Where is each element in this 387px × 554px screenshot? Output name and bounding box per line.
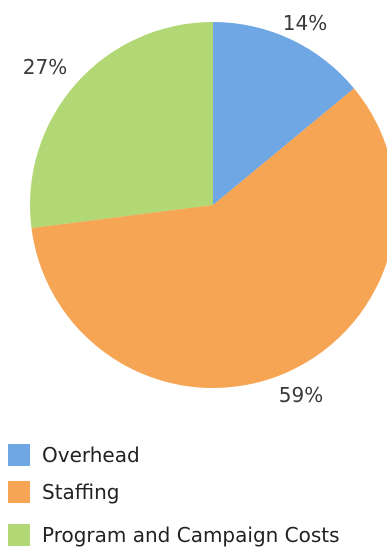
legend-item-staffing: Staffing — [8, 477, 120, 507]
legend-label-program-costs: Program and Campaign Costs — [42, 523, 340, 547]
legend-swatch-staffing — [8, 481, 30, 503]
pie-slice-program-costs — [29, 22, 213, 228]
legend-item-program-costs: Program and Campaign Costs — [8, 520, 340, 550]
pie-slice-overhead — [213, 22, 354, 205]
pie-label-overhead: 14% — [283, 11, 327, 35]
pie-label-program-costs: 27% — [23, 55, 67, 79]
pie-slice-staffing — [31, 88, 387, 388]
pie-label-staffing: 59% — [279, 383, 323, 407]
legend-label-overhead: Overhead — [42, 443, 140, 467]
legend-swatch-program-costs — [8, 524, 30, 546]
legend-item-overhead: Overhead — [8, 440, 140, 470]
legend-swatch-overhead — [8, 444, 30, 466]
legend-label-staffing: Staffing — [42, 480, 120, 504]
